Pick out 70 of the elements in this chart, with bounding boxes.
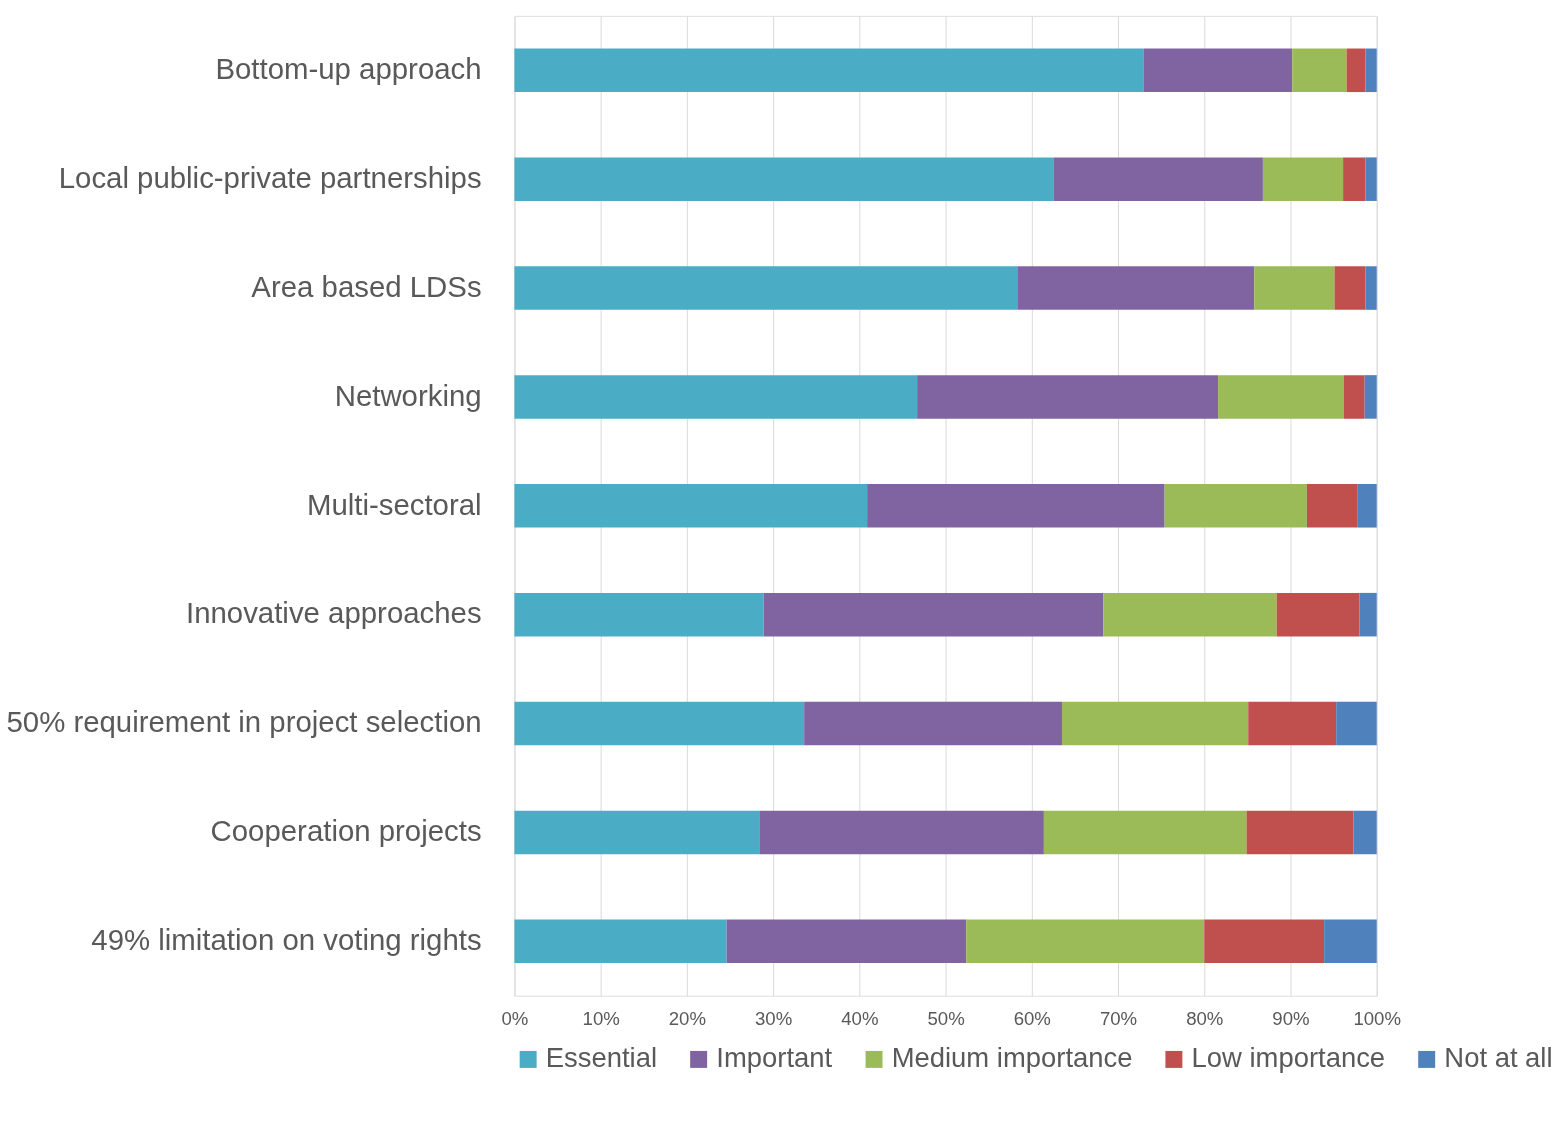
legend-label: Not at all: [1444, 1042, 1553, 1074]
legend-label: Important: [716, 1042, 833, 1074]
bar: [1343, 375, 1365, 419]
bar: [1143, 48, 1293, 93]
bar: [1061, 701, 1249, 746]
bar: [1324, 919, 1377, 964]
y-tick-label: Bottom-up approach: [215, 52, 482, 86]
bar: [514, 592, 764, 637]
bar: [759, 810, 1044, 855]
bar: [514, 810, 760, 855]
bar: [917, 375, 1219, 419]
legend-label: Medium importance: [891, 1042, 1133, 1074]
bar: [1276, 592, 1360, 637]
x-tick-label: 50%: [927, 1007, 965, 1029]
x-tick-label: 70%: [1099, 1007, 1138, 1029]
x-tick-label: 10%: [582, 1007, 620, 1029]
bar: [514, 266, 1019, 310]
bar: [1103, 592, 1277, 637]
y-tick-label: Networking: [334, 378, 482, 412]
bar: [514, 701, 805, 746]
bar: [1359, 592, 1377, 637]
bar: [1365, 157, 1377, 201]
bar: [966, 919, 1205, 964]
bar: [867, 484, 1165, 528]
x-tick-label: 30%: [754, 1007, 793, 1029]
bar: [1262, 157, 1344, 201]
bar: [1334, 266, 1366, 310]
bar: [1164, 484, 1307, 528]
bar: [1346, 48, 1366, 93]
y-tick-label: Innovative approaches: [186, 596, 482, 630]
bar: [1343, 157, 1366, 201]
bar: [514, 919, 727, 964]
bar: [726, 919, 967, 964]
bar: [514, 484, 868, 528]
bar: [1292, 48, 1347, 93]
legend-label: Essential: [545, 1042, 658, 1074]
bar: [1218, 375, 1344, 419]
bar: [514, 157, 1054, 201]
bar: [1204, 919, 1325, 964]
bar: [514, 375, 918, 419]
legend-label: Low importance: [1191, 1042, 1386, 1074]
bar: [1353, 810, 1377, 855]
bar: [1364, 375, 1377, 419]
x-tick-label: 40%: [841, 1007, 879, 1029]
bar: [1365, 266, 1377, 310]
y-tick-label: Local public-private partnerships: [58, 160, 482, 194]
y-tick-label: Multi-sectoral: [306, 487, 482, 521]
bar: [763, 592, 1104, 637]
bar: [1306, 484, 1358, 528]
bar: [514, 48, 1144, 93]
x-tick-label: 90%: [1272, 1007, 1310, 1029]
y-tick-label: 50% requirement in project selection: [6, 705, 482, 739]
x-tick-label: 60%: [1013, 1007, 1051, 1029]
bar: [1357, 484, 1377, 528]
bar: [1053, 157, 1263, 201]
x-tick-label: 0%: [501, 1007, 529, 1029]
bar: [1336, 701, 1377, 746]
y-tick-label: 49% limitation on voting rights: [91, 923, 482, 957]
y-tick-label: Cooperation projects: [210, 814, 482, 848]
bar: [1043, 810, 1247, 855]
x-tick-label: 80%: [1186, 1007, 1224, 1029]
x-tick-label: 20%: [668, 1007, 707, 1029]
y-tick-label: Area based LDSs: [251, 269, 482, 303]
bar: [1254, 266, 1335, 310]
x-tick-label: 100%: [1353, 1007, 1402, 1029]
bar: [1248, 701, 1337, 746]
bar: [1018, 266, 1255, 310]
bar: [1246, 810, 1354, 855]
bar: [804, 701, 1062, 746]
bar: [1365, 48, 1377, 93]
